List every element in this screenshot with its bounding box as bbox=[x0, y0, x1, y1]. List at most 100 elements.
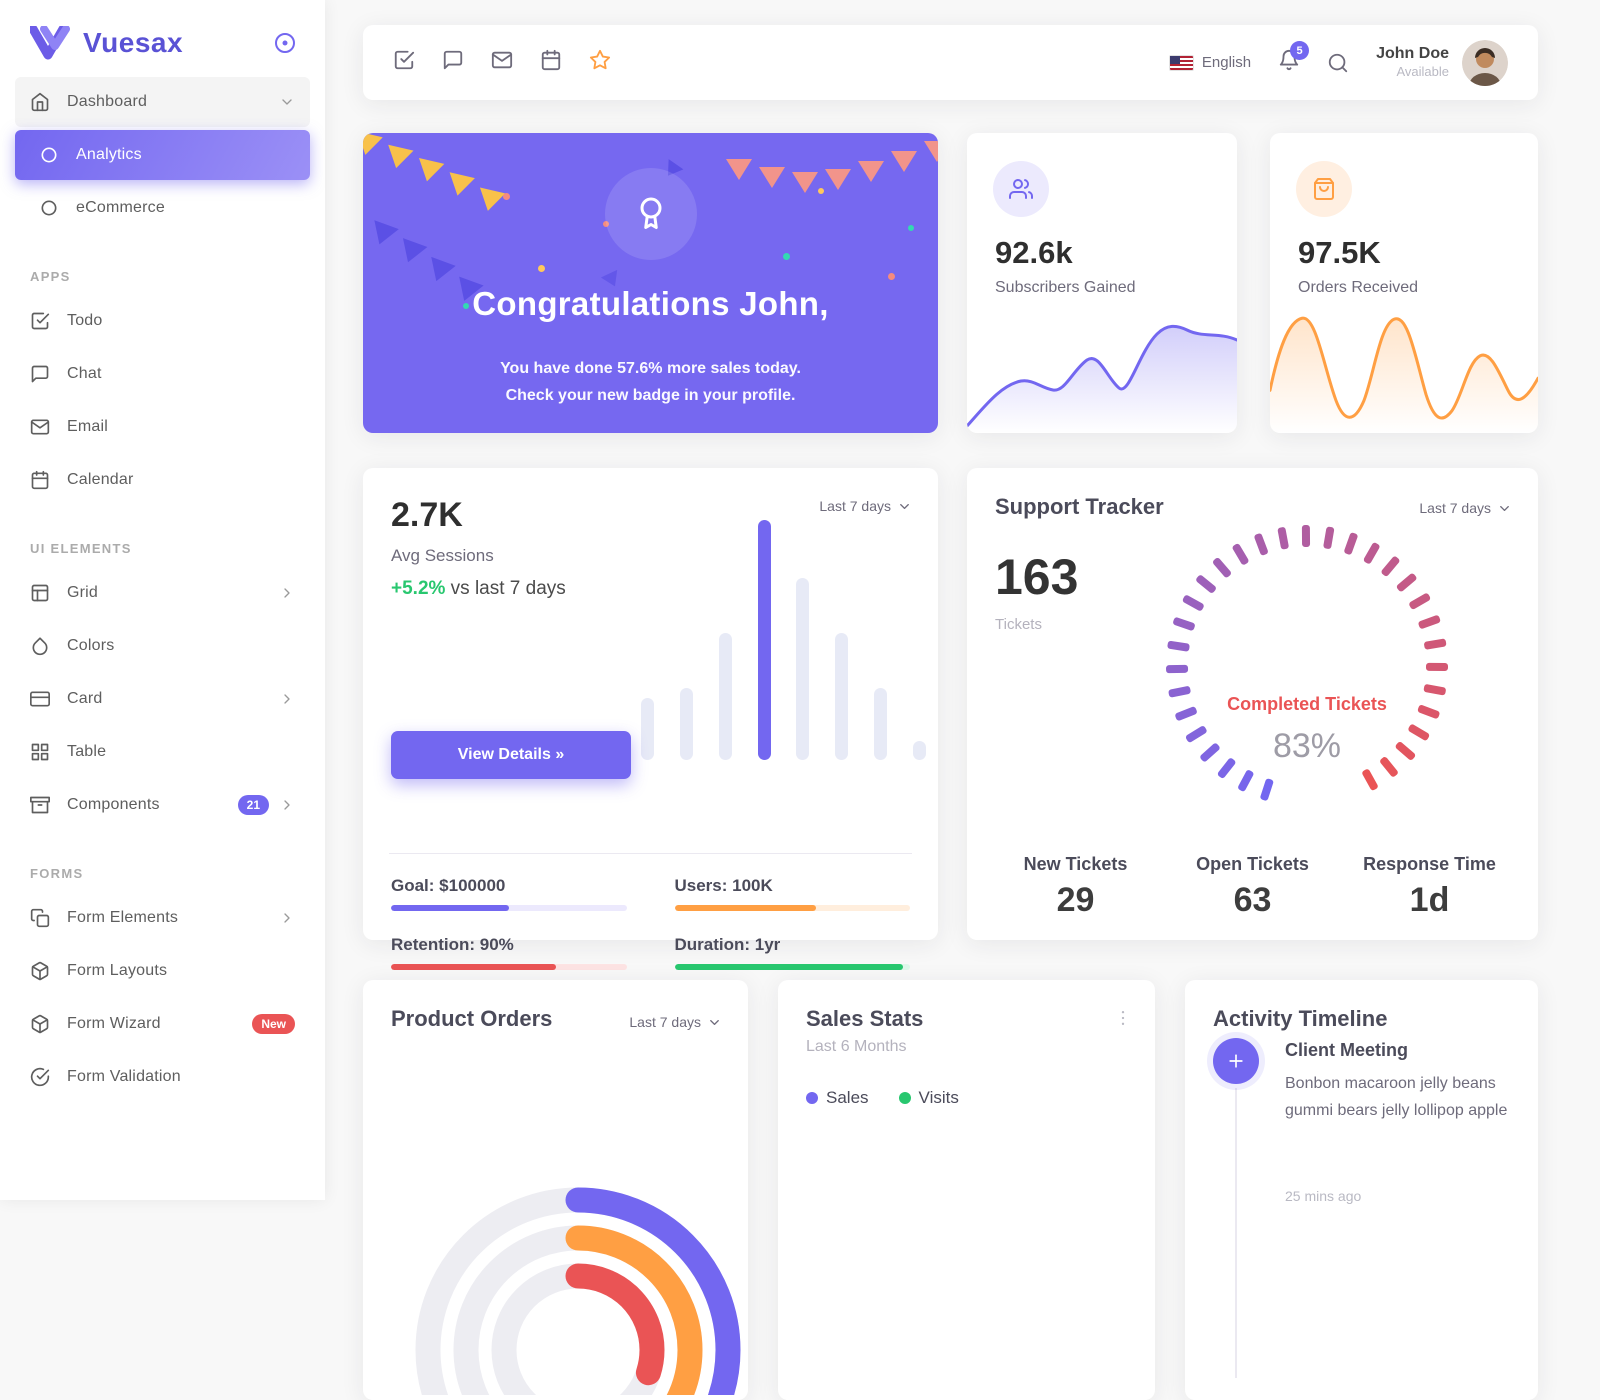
chevron-right-icon bbox=[284, 800, 290, 810]
sidebar-item-label: Email bbox=[67, 418, 109, 435]
tickets-label: Tickets bbox=[995, 616, 1042, 633]
confetti-dot bbox=[503, 193, 510, 200]
subscribers-card: 92.6k Subscribers Gained bbox=[967, 133, 1237, 433]
gauge-center: Completed Tickets 83% bbox=[1117, 694, 1497, 766]
support-period-dropdown[interactable]: Last 7 days bbox=[1419, 500, 1512, 516]
sidebar-item-chat[interactable]: Chat bbox=[15, 349, 310, 399]
confetti-dot bbox=[538, 265, 545, 272]
period-label: Last 7 days bbox=[819, 498, 891, 514]
gauge-ticks bbox=[1166, 524, 1449, 801]
gauge-tick bbox=[1396, 573, 1417, 592]
support-stat-label: Open Tickets bbox=[1196, 854, 1309, 874]
sidebar-item-components[interactable]: Components 21 bbox=[15, 780, 310, 830]
chevron-right-icon bbox=[284, 694, 290, 704]
user-name: John Doe bbox=[1376, 44, 1449, 62]
view-details-button[interactable]: View Details » bbox=[391, 731, 631, 779]
more-vertical-icon[interactable] bbox=[1113, 1008, 1133, 1028]
divider bbox=[389, 853, 912, 854]
bar bbox=[641, 698, 654, 760]
timeline-line bbox=[1235, 1088, 1237, 1378]
sidebar-item-todo[interactable]: Todo bbox=[15, 296, 310, 346]
chevron-down-icon bbox=[282, 99, 292, 105]
activity-timeline-title: Activity Timeline bbox=[1213, 1006, 1388, 1031]
notifications-button[interactable]: 5 bbox=[1278, 41, 1310, 76]
chevron-down-icon bbox=[1500, 505, 1509, 511]
circle-icon bbox=[41, 147, 57, 163]
product-orders-period-dropdown[interactable]: Last 7 days bbox=[629, 1014, 722, 1030]
bar bbox=[718, 633, 732, 760]
sidebar-item-colors[interactable]: Colors bbox=[15, 621, 310, 671]
sidebar-item-label: Form Wizard bbox=[67, 1015, 161, 1032]
sidebar-item-calendar[interactable]: Calendar bbox=[15, 455, 310, 505]
sidebar-toggle-icon[interactable] bbox=[273, 31, 297, 55]
subscribers-sparkline bbox=[967, 324, 1237, 433]
avatar[interactable] bbox=[1462, 39, 1508, 86]
gauge-tick bbox=[1344, 532, 1358, 555]
message-square-icon bbox=[31, 365, 49, 383]
home-icon bbox=[31, 92, 49, 112]
sidebar-item-ecommerce[interactable]: eCommerce bbox=[15, 183, 310, 233]
shortcut-star[interactable] bbox=[589, 49, 611, 76]
gauge-tick bbox=[1254, 533, 1268, 556]
star-icon bbox=[589, 49, 611, 70]
gauge-tick bbox=[1175, 706, 1197, 721]
sidebar-item-badge: 21 bbox=[237, 795, 269, 815]
sessions-period-dropdown[interactable]: Last 7 days bbox=[819, 498, 912, 514]
check-circle-icon bbox=[30, 1067, 50, 1087]
sidebar-menu: Dashboard Analytics eCommerce APPS Todo Chat E… bbox=[0, 77, 325, 1102]
layout-icon bbox=[31, 584, 49, 602]
gauge-tick bbox=[1408, 724, 1430, 741]
sidebar-item-dashboard[interactable]: Dashboard bbox=[15, 77, 310, 127]
shortcut-message-square[interactable] bbox=[442, 49, 464, 76]
support-tracker-title: Support Tracker bbox=[995, 494, 1164, 519]
gauge-tick bbox=[1425, 662, 1449, 672]
metric-progress-track bbox=[674, 964, 910, 970]
sidebar-item-form-layouts[interactable]: Form Layouts bbox=[15, 946, 310, 996]
sidebar-item-label: Table bbox=[67, 743, 107, 760]
sales-stats-subtitle: Last 6 Months bbox=[806, 1038, 907, 1055]
shortcut-check-square[interactable] bbox=[393, 49, 415, 76]
gauge-tick bbox=[1423, 684, 1446, 696]
sidebar-item-analytics[interactable]: Analytics bbox=[15, 130, 310, 180]
search-icon[interactable] bbox=[1327, 52, 1349, 74]
congrats-line1: You have done bbox=[500, 360, 618, 377]
gauge-tick bbox=[1166, 664, 1189, 674]
confetti-dot bbox=[818, 188, 824, 194]
sidebar-item-form-validation[interactable]: Form Validation bbox=[15, 1052, 310, 1102]
view-details-arrows: » bbox=[555, 746, 565, 763]
calendar-icon bbox=[541, 49, 561, 71]
user-menu[interactable]: John Doe Available bbox=[1376, 39, 1508, 86]
sidebar-item-email[interactable]: Email bbox=[15, 402, 310, 452]
user-status: Available bbox=[1396, 64, 1449, 80]
gauge-tick bbox=[1418, 615, 1441, 629]
stat-icon-wrap bbox=[1296, 161, 1352, 217]
sidebar-item-label: Components bbox=[67, 796, 160, 813]
gauge-tick bbox=[1232, 543, 1249, 565]
sidebar-item-grid[interactable]: Grid bbox=[15, 568, 310, 618]
gauge-tick bbox=[1409, 593, 1431, 610]
sidebar-item-card[interactable]: Card bbox=[15, 674, 310, 724]
metric-progress-track bbox=[674, 905, 910, 911]
sidebar-item-label: Grid bbox=[67, 584, 99, 601]
shortcut-calendar[interactable] bbox=[540, 49, 562, 76]
sidebar-item-label: Card bbox=[67, 690, 103, 707]
language-selector[interactable]: English bbox=[1169, 54, 1251, 71]
sidebar-item-table[interactable]: Table bbox=[15, 727, 310, 777]
shortcut-mail[interactable] bbox=[491, 49, 513, 76]
gauge-tick bbox=[1238, 770, 1254, 792]
confetti-dot bbox=[603, 221, 609, 227]
plus-icon bbox=[1229, 1054, 1243, 1068]
award-icon bbox=[640, 197, 661, 229]
legend-sales: Sales bbox=[806, 1088, 869, 1108]
avg-sessions-label: Avg Sessions bbox=[391, 546, 494, 565]
gauge-tick bbox=[1168, 686, 1191, 698]
bell-icon bbox=[1279, 50, 1299, 71]
metric-label: Duration: 1yr bbox=[674, 935, 781, 954]
support-stat-open-tickets: Open Tickets 63 bbox=[1164, 854, 1341, 920]
sidebar-item-form-elements[interactable]: Form Elements bbox=[15, 893, 310, 943]
avg-sessions-delta: +5.2% vs last 7 days bbox=[391, 578, 566, 600]
sidebar-section-title-ui-elements: UI ELEMENTS bbox=[30, 541, 132, 556]
box-icon bbox=[31, 961, 49, 981]
metric-goal: Goal: $100000 bbox=[391, 876, 627, 911]
sidebar-item-form-wizard[interactable]: Form Wizard New bbox=[15, 999, 310, 1049]
